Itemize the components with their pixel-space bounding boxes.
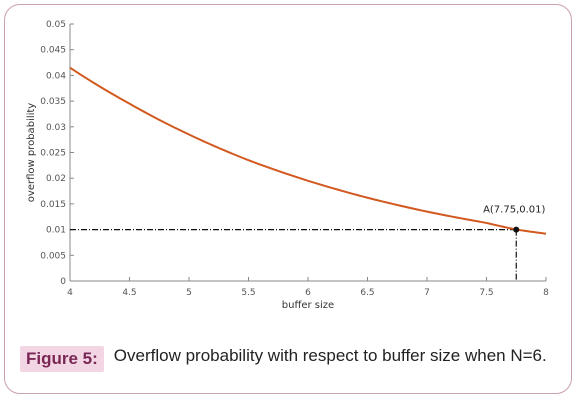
figure-caption: Figure 5: Overflow probability with resp… xyxy=(20,346,560,372)
x-tick-label: 5.5 xyxy=(241,288,255,298)
annotation-label: A(7.75,0.01) xyxy=(483,205,545,216)
y-tick-label: 0.005 xyxy=(40,251,66,261)
y-tick-label: 0.01 xyxy=(46,226,66,236)
y-tick-label: 0.035 xyxy=(40,97,66,107)
y-tick-label: 0.015 xyxy=(40,200,66,210)
x-tick-label: 5 xyxy=(186,288,192,298)
figure-frame xyxy=(4,4,572,394)
y-tick-label: 0.02 xyxy=(46,174,66,184)
annotation-point xyxy=(513,226,520,233)
y-axis-title: overflow probability xyxy=(26,103,37,203)
chart-marks: A(7.75,0.01) xyxy=(69,66,547,281)
figure-caption-text: Overflow probability with respect to buf… xyxy=(113,346,547,365)
x-axis-title: buffer size xyxy=(282,300,334,311)
y-tick-label: 0.025 xyxy=(40,149,66,159)
x-tick-label: 7.5 xyxy=(479,288,493,298)
x-tick-label: 4.5 xyxy=(122,288,136,298)
y-tick-label: 0.045 xyxy=(40,46,66,56)
chart-ticks: 0 0.005 0.01 0.015 0.02 0.025 0.03 0.035 0.04 0.0… xyxy=(40,20,549,298)
chart-axes xyxy=(69,24,546,282)
x-tick-label: 6 xyxy=(305,288,311,298)
y-tick-label: 0 xyxy=(60,277,66,287)
series-line-0 xyxy=(69,66,547,235)
y-tick-label: 0.03 xyxy=(46,123,66,133)
overflow-chart: 0 0.005 0.01 0.015 0.02 0.025 0.03 0.035 0.04 0.0… xyxy=(26,20,549,311)
x-tick-label: 8 xyxy=(543,288,549,298)
y-tick-label: 0.05 xyxy=(46,20,66,30)
y-tick-label: 0.04 xyxy=(46,71,66,81)
x-tick-label: 6.5 xyxy=(360,288,374,298)
x-tick-label: 4 xyxy=(67,288,73,298)
x-tick-label: 7 xyxy=(424,288,430,298)
figure-label: Figure 5: xyxy=(20,346,104,372)
